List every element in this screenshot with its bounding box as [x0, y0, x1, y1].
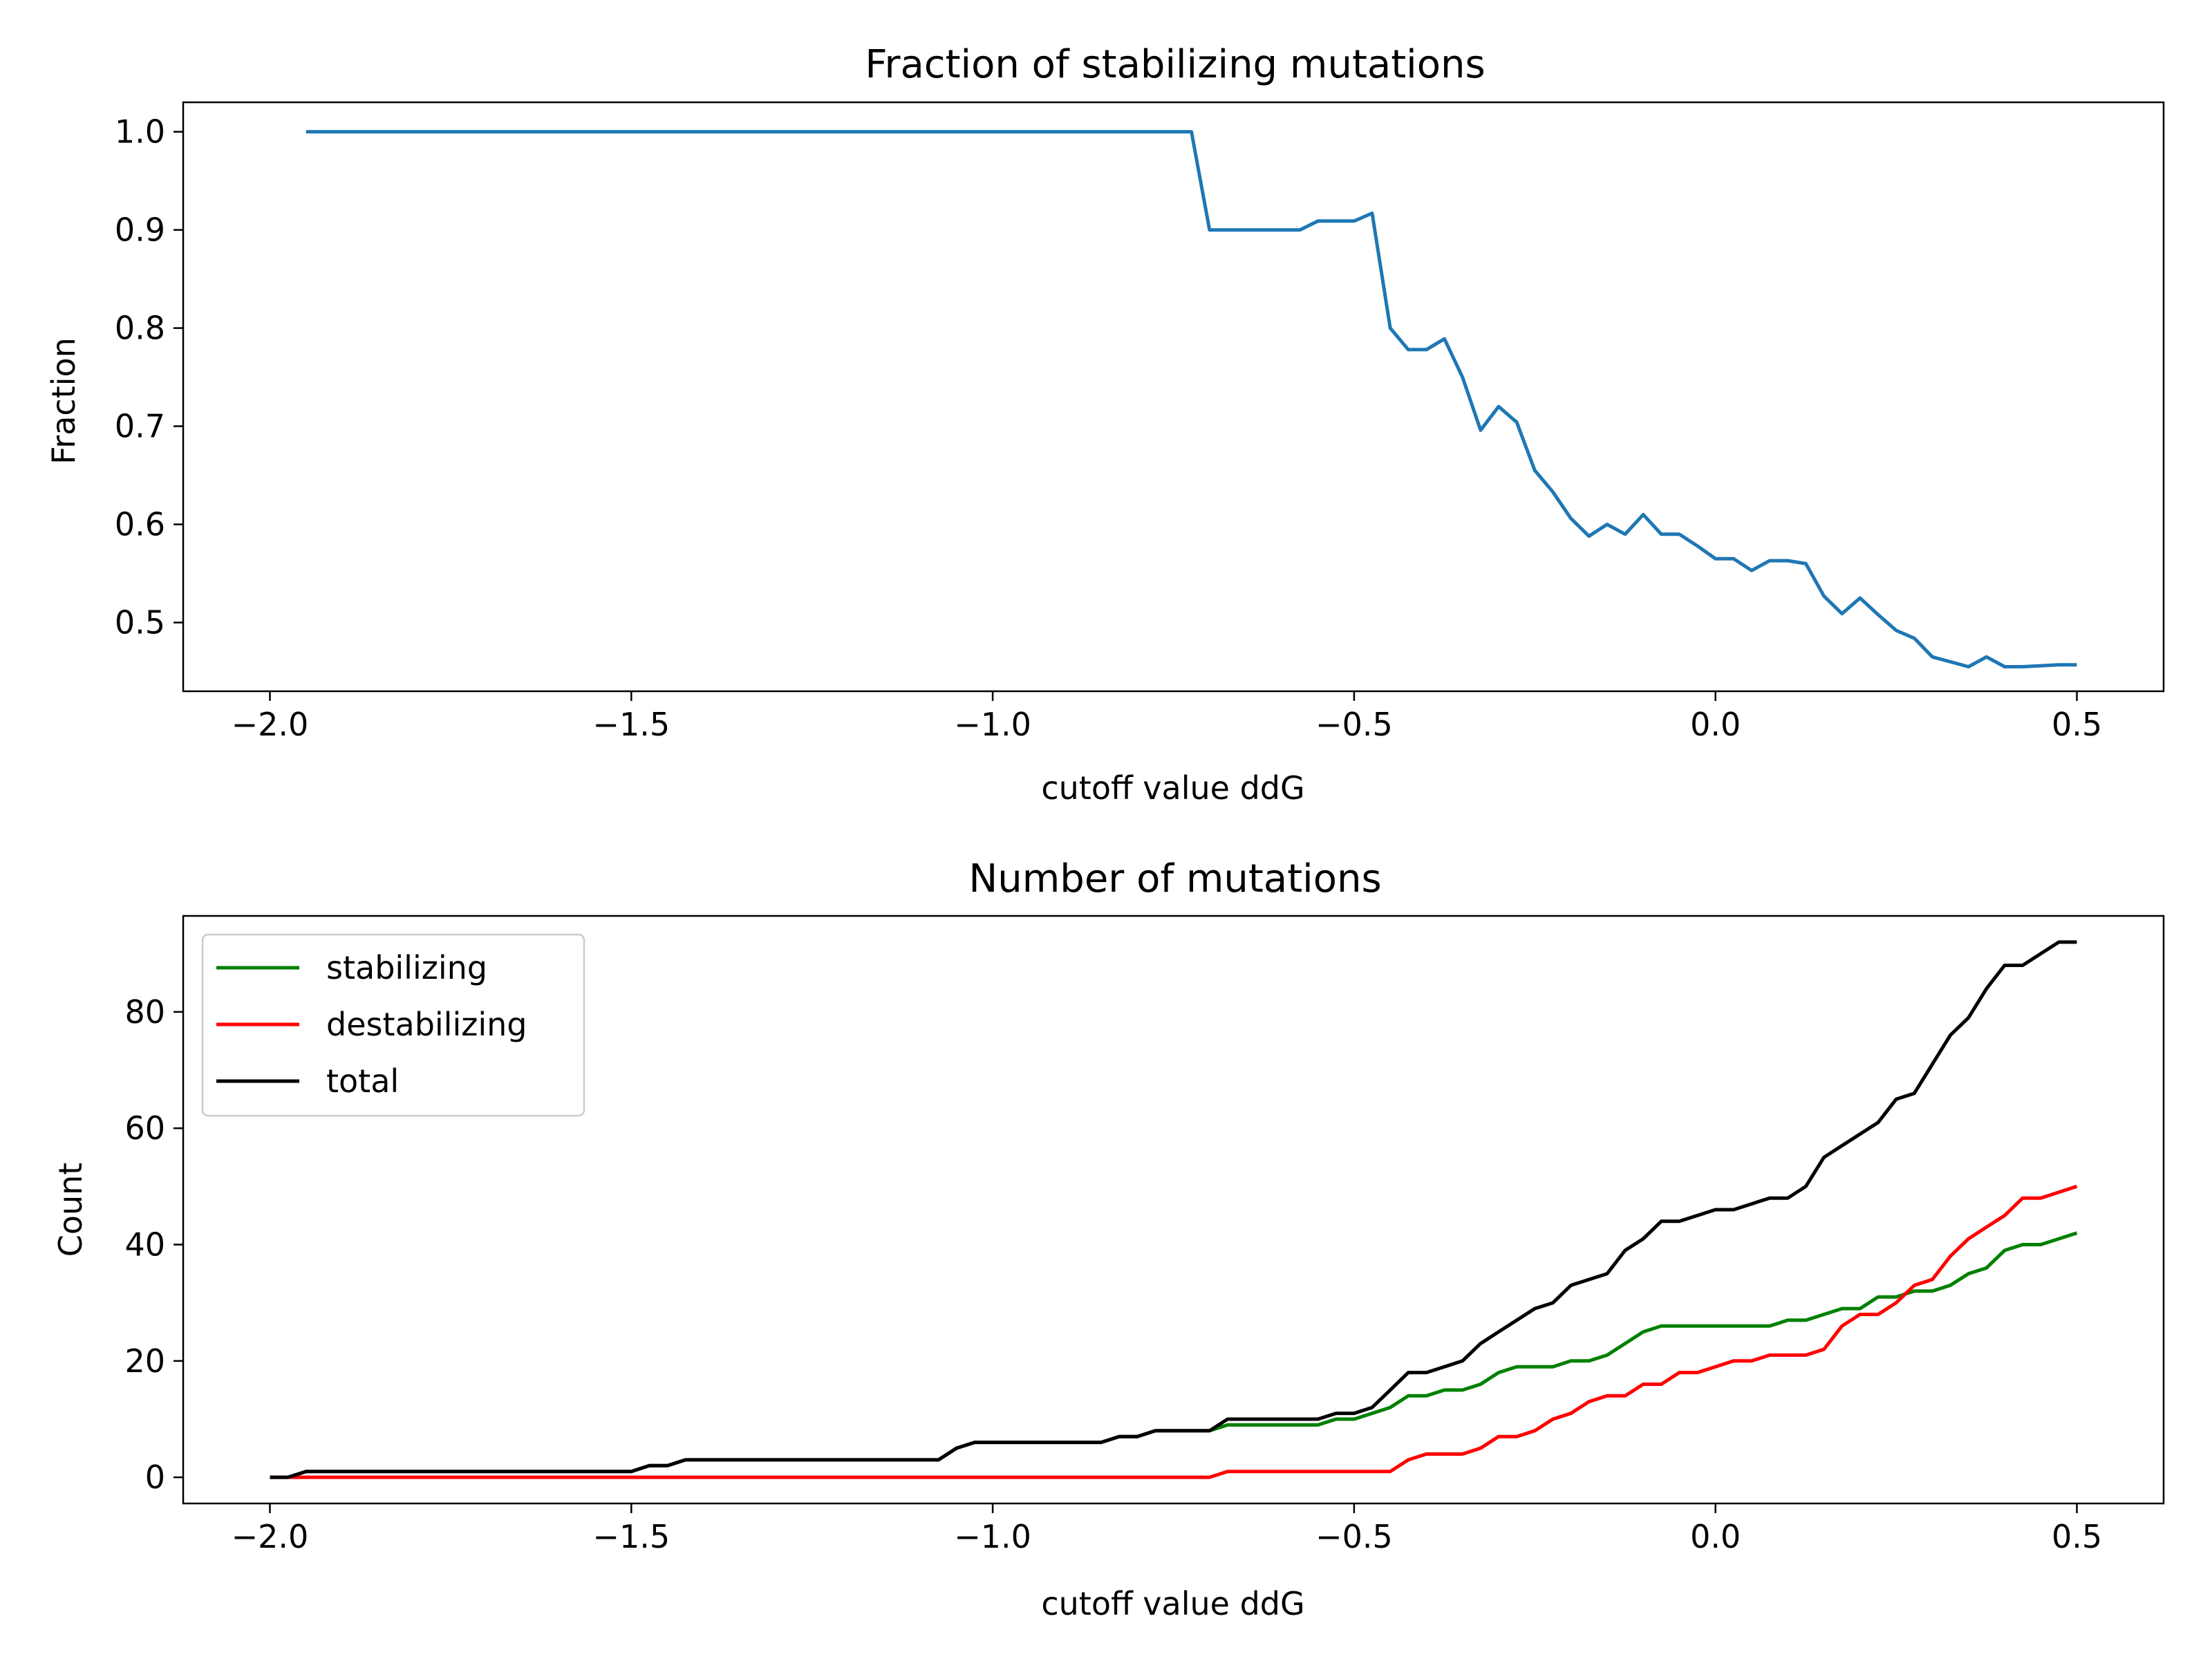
x-tick-label: −0.5	[1315, 706, 1393, 743]
x-tick-label: −2.0	[232, 1518, 309, 1555]
y-tick-label: 0.7	[115, 408, 165, 445]
fraction-x-ticks: −2.0 −1.5 −1.0 −0.5 0.0 0.5	[232, 691, 2102, 743]
fraction-x-axis-label: cutoff value ddG	[1041, 769, 1304, 807]
y-tick-label: 60	[124, 1109, 165, 1147]
count-y-axis-label: Count	[52, 1163, 89, 1257]
y-tick-label: 20	[124, 1342, 165, 1380]
series-line-fraction	[306, 130, 2077, 668]
x-tick-label: −1.0	[954, 1518, 1031, 1555]
legend-label-total: total	[326, 1062, 399, 1100]
fraction-y-axis-label: Fraction	[45, 337, 82, 465]
fraction-chart: Fraction of stabilizing mutations −2.0 −1…	[45, 42, 2165, 807]
count-axes-frame	[182, 915, 2165, 1505]
series-line-destabilizing	[270, 1184, 2078, 1479]
y-tick-label: 0.5	[115, 604, 165, 641]
x-tick-label: 0.5	[2052, 706, 2102, 743]
y-tick-label: 0.9	[115, 212, 165, 249]
fraction-plot-area	[306, 130, 2077, 668]
y-tick-label: 80	[124, 993, 165, 1031]
y-tick-label: 0.8	[115, 310, 165, 347]
legend-label-stabilizing: stabilizing	[326, 949, 487, 986]
x-tick-label: −0.5	[1315, 1518, 1393, 1555]
x-tick-label: −2.0	[232, 706, 309, 743]
y-tick-label: 1.0	[115, 113, 165, 151]
count-chart: Number of mutations −2.0 −1.5 −1.0 −0.5 0.0 0…	[52, 856, 2165, 1622]
x-tick-label: 0.5	[2052, 1518, 2102, 1555]
fraction-chart-title: Fraction of stabilizing mutations	[865, 42, 1485, 87]
count-y-ticks: 0 20 40 60 80	[124, 993, 183, 1496]
count-x-axis-label: cutoff value ddG	[1041, 1585, 1304, 1622]
y-tick-label: 40	[124, 1226, 165, 1263]
legend-box	[201, 933, 585, 1117]
series-line-total	[270, 940, 2077, 1479]
y-tick-label: 0.6	[115, 506, 165, 543]
x-tick-label: 0.0	[1690, 706, 1741, 743]
x-tick-label: 0.0	[1690, 1518, 1741, 1555]
count-chart-title: Number of mutations	[968, 856, 1381, 901]
count-legend: stabilizing destabilizing total	[201, 933, 585, 1117]
x-tick-label: −1.0	[954, 706, 1031, 743]
legend-label-destabilizing: destabilizing	[326, 1006, 527, 1043]
count-plot-area	[270, 940, 2078, 1479]
fraction-axes-frame	[182, 101, 2165, 693]
fraction-y-ticks: 0.5 0.6 0.7 0.8 0.9 1.0	[115, 113, 183, 641]
x-tick-label: −1.5	[592, 1518, 670, 1555]
x-tick-label: −1.5	[592, 706, 670, 743]
y-tick-label: 0	[145, 1459, 165, 1496]
count-x-ticks: −2.0 −1.5 −1.0 −0.5 0.0 0.5	[232, 1503, 2102, 1555]
